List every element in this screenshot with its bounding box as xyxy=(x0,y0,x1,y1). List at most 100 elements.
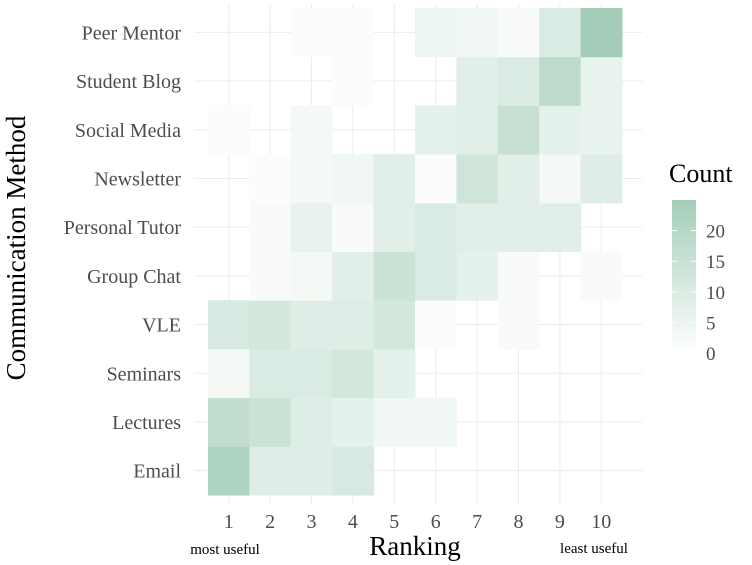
heatmap-cell xyxy=(497,8,540,58)
x-tick-label: 9 xyxy=(555,511,565,533)
legend-tick-label: 20 xyxy=(706,222,725,243)
legend-gradient-bar xyxy=(672,200,696,353)
heatmap-cell xyxy=(580,105,623,155)
heatmap-cell xyxy=(580,251,623,301)
heatmap-cell xyxy=(332,56,375,106)
y-tick-label: Personal Tutor xyxy=(64,217,182,239)
heatmap-cell xyxy=(290,154,333,204)
heatmap-cell xyxy=(373,251,416,301)
heatmap-cell xyxy=(580,154,623,204)
heatmap-cell xyxy=(456,8,499,58)
heatmap-cell xyxy=(249,202,292,252)
y-tick-label: Peer Mentor xyxy=(82,22,182,44)
y-tick-label: Lectures xyxy=(112,412,181,434)
x-axis-title: Ranking xyxy=(369,531,461,561)
y-tick-label: Newsletter xyxy=(94,168,181,190)
heatmap-cell xyxy=(456,105,499,155)
heatmap-cell xyxy=(290,251,333,301)
heatmap-cell xyxy=(290,446,333,496)
y-tick-label: Social Media xyxy=(75,120,181,142)
heatmap-cell xyxy=(415,154,457,204)
heatmap-cell xyxy=(290,202,333,252)
heatmap-cell xyxy=(208,446,250,496)
heatmap-cell xyxy=(497,154,540,204)
x-tick-label: 8 xyxy=(514,511,524,533)
heatmap-cell xyxy=(497,300,540,350)
heatmap-cell xyxy=(290,397,333,447)
y-axis-title: Communication Method xyxy=(1,115,31,380)
y-tick-label: Group Chat xyxy=(87,266,181,288)
heatmap-cell xyxy=(249,251,292,301)
legend: Count 0 5 10 15 20 xyxy=(669,159,733,365)
heatmap-cell xyxy=(290,8,333,58)
x-tick-label: 6 xyxy=(431,511,441,533)
heatmap-cell xyxy=(249,446,292,496)
tick-label-layer: Email Lectures Seminars VLE Group Chat Person… xyxy=(64,22,612,533)
heatmap-cell xyxy=(332,251,375,301)
y-tick-label: Seminars xyxy=(107,363,182,385)
heatmap-cell xyxy=(208,397,250,447)
legend-tick-layer: 0 5 10 15 20 xyxy=(672,222,725,365)
x-tick-label: 7 xyxy=(472,511,482,533)
heatmap-cell xyxy=(415,300,457,350)
heatmap-cell xyxy=(456,56,499,106)
heatmap-cell xyxy=(332,348,375,399)
x-tick-label: 2 xyxy=(265,511,275,533)
heatmap-cell xyxy=(497,251,540,301)
heatmap-cell xyxy=(497,202,540,252)
legend-title: Count xyxy=(669,159,733,188)
heatmap-cell xyxy=(373,300,416,350)
legend-tick-label: 5 xyxy=(706,313,716,334)
heatmap-cell xyxy=(249,300,292,350)
heatmap-cell xyxy=(373,154,416,204)
heatmap-cell xyxy=(539,56,582,106)
heatmap-cell xyxy=(456,154,499,204)
heatmap-cell xyxy=(332,446,375,496)
heatmap-cell xyxy=(539,8,582,58)
y-tick-label: Student Blog xyxy=(76,71,181,93)
heatmap-cell xyxy=(415,202,457,252)
heatmap-cell xyxy=(456,202,499,252)
most-useful-note: most useful xyxy=(190,542,260,558)
heatmap-cell xyxy=(332,8,375,58)
heatmap-cell xyxy=(290,348,333,399)
heatmap-cell xyxy=(373,348,416,399)
heatmap-cell xyxy=(373,202,416,252)
heatmap-cell xyxy=(497,56,540,106)
heatmap-cell xyxy=(208,105,250,155)
legend-tick-label: 15 xyxy=(706,252,725,273)
x-tick-label: 4 xyxy=(348,511,358,533)
x-tick-label: 3 xyxy=(307,511,317,533)
x-tick-label: 1 xyxy=(224,511,234,533)
heatmap-cell xyxy=(332,300,375,350)
heatmap-cell xyxy=(539,105,582,155)
heatmap-cell xyxy=(208,300,250,350)
heatmap-cell xyxy=(290,105,333,155)
heatmap-cell xyxy=(580,8,623,58)
x-tick-label: 5 xyxy=(389,511,399,533)
y-tick-label: VLE xyxy=(142,315,181,337)
heatmap-cell xyxy=(580,56,623,106)
heatmap-cell xyxy=(332,154,375,204)
heatmap-cell xyxy=(249,397,292,447)
heatmap-cell xyxy=(290,300,333,350)
x-tick-label: 10 xyxy=(591,511,611,533)
heatmap-cell xyxy=(415,8,457,58)
heatmap-cell xyxy=(373,397,416,447)
heatmap-cell xyxy=(332,397,375,447)
cell-layer xyxy=(208,8,623,496)
heatmap-cell xyxy=(332,202,375,252)
heatmap-cell xyxy=(208,348,250,399)
heatmap-cell xyxy=(249,348,292,399)
heatmap-cell xyxy=(497,105,540,155)
y-tick-label: Email xyxy=(133,461,181,483)
heatmap-cell xyxy=(415,397,457,447)
legend-tick-label: 10 xyxy=(706,283,725,304)
heatmap-cell xyxy=(415,105,457,155)
heatmap-cell xyxy=(539,202,582,252)
heatmap-cell xyxy=(415,251,457,301)
heatmap-cell xyxy=(249,154,292,204)
heatmap-cell xyxy=(456,251,499,301)
